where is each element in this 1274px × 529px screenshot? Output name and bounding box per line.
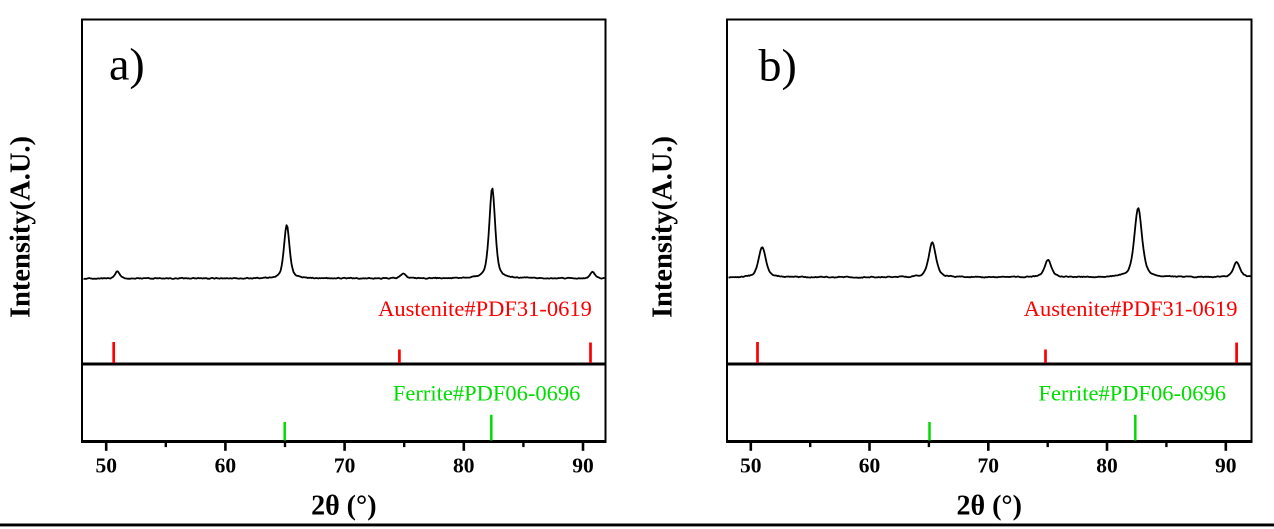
svg-text:a): a) [109, 39, 145, 90]
svg-text:90: 90 [1215, 454, 1237, 478]
svg-text:Austenite#PDF31-0619: Austenite#PDF31-0619 [378, 296, 592, 321]
svg-text:2θ (°): 2θ (°) [311, 491, 376, 522]
svg-text:60: 60 [215, 454, 237, 478]
svg-text:90: 90 [572, 454, 594, 478]
svg-text:80: 80 [1096, 454, 1118, 478]
svg-text:70: 70 [334, 454, 356, 478]
svg-text:80: 80 [453, 454, 475, 478]
svg-text:70: 70 [978, 454, 1000, 478]
svg-text:60: 60 [859, 454, 881, 478]
svg-text:Intensity(A.U.): Intensity(A.U.) [648, 136, 679, 318]
svg-text:50: 50 [740, 454, 762, 478]
svg-text:Ferrite#PDF06-0696: Ferrite#PDF06-0696 [1039, 380, 1227, 405]
svg-text:Austenite#PDF31-0619: Austenite#PDF31-0619 [1024, 296, 1238, 321]
svg-text:2θ (°): 2θ (°) [956, 491, 1021, 522]
svg-text:Ferrite#PDF06-0696: Ferrite#PDF06-0696 [393, 380, 581, 405]
svg-text:50: 50 [95, 454, 117, 478]
svg-text:b): b) [759, 40, 797, 91]
svg-text:Intensity(A.U.): Intensity(A.U.) [5, 136, 36, 318]
